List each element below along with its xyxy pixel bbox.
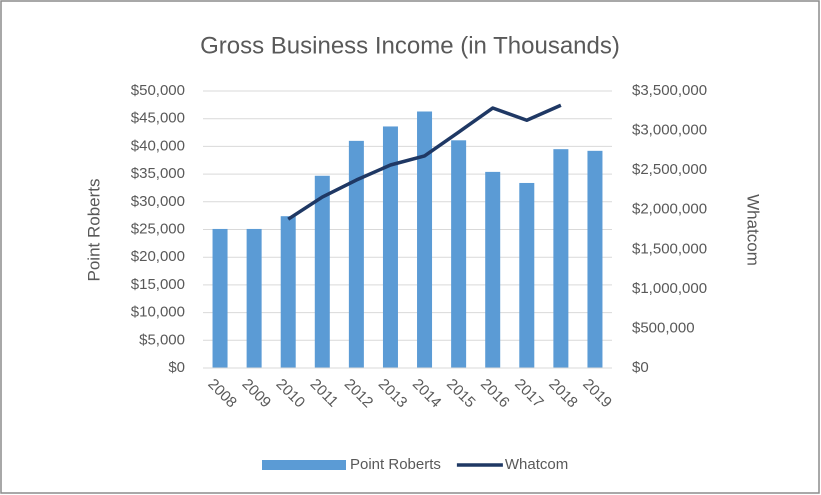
y2-tick-label: $2,500,000 — [632, 161, 707, 178]
legend-label: Whatcom — [505, 456, 568, 473]
bar — [280, 216, 296, 368]
y-tick-label: $40,000 — [131, 137, 185, 154]
bar — [417, 111, 433, 369]
y2-tick-label: $500,000 — [632, 319, 695, 336]
y-tick-label: $5,000 — [139, 331, 185, 348]
y2-tick-label: $2,000,000 — [632, 201, 707, 218]
y-tick-label: $20,000 — [131, 248, 185, 265]
bar — [553, 149, 569, 368]
chart-title: Gross Business Income (in Thousands) — [200, 32, 620, 59]
y2-axis-title: Whatcom — [744, 194, 763, 266]
legend-label: Point Roberts — [350, 456, 441, 473]
y-tick-label: $0 — [168, 359, 185, 376]
y2-tick-label: $0 — [632, 359, 649, 376]
bar — [519, 182, 535, 368]
bar — [382, 126, 398, 369]
legend-swatch — [262, 460, 346, 470]
bar — [587, 150, 603, 368]
y2-tick-label: $3,500,000 — [632, 82, 707, 99]
bar — [314, 175, 330, 368]
bar — [348, 140, 364, 368]
y-axis-title: Point Roberts — [84, 179, 103, 282]
y-tick-label: $35,000 — [131, 165, 185, 182]
bar — [485, 171, 501, 368]
y2-tick-label: $3,000,000 — [632, 122, 707, 139]
line — [287, 103, 562, 221]
y2-tick-label: $1,000,000 — [632, 280, 707, 297]
y-tick-label: $25,000 — [131, 220, 185, 237]
y-tick-label: $45,000 — [131, 110, 185, 127]
bar — [212, 228, 228, 368]
y-tick-label: $50,000 — [131, 82, 185, 99]
y-tick-label: $15,000 — [131, 276, 185, 293]
y2-tick-label: $1,500,000 — [632, 240, 707, 257]
y-tick-label: $10,000 — [131, 304, 185, 321]
bar — [246, 228, 262, 368]
y-tick-label: $30,000 — [131, 193, 185, 210]
bar — [451, 140, 467, 368]
